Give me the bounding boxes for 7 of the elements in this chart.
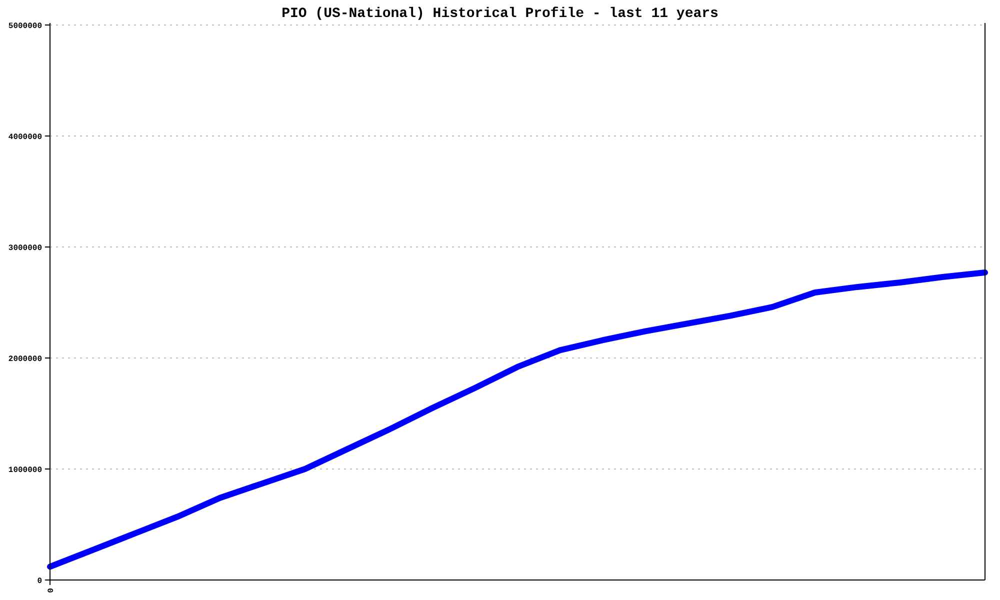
y-tick-label: 3000000 (8, 244, 42, 253)
chart-title: PIO (US-National) Historical Profile - last 11 years (282, 6, 718, 22)
y-tick-label: 2000000 (8, 354, 42, 364)
y-tick-label: 5000000 (8, 22, 42, 31)
y-tick-label: 4000000 (8, 132, 42, 142)
category-label: 0 (46, 588, 56, 593)
y-tick-label: 1000000 (8, 466, 42, 475)
